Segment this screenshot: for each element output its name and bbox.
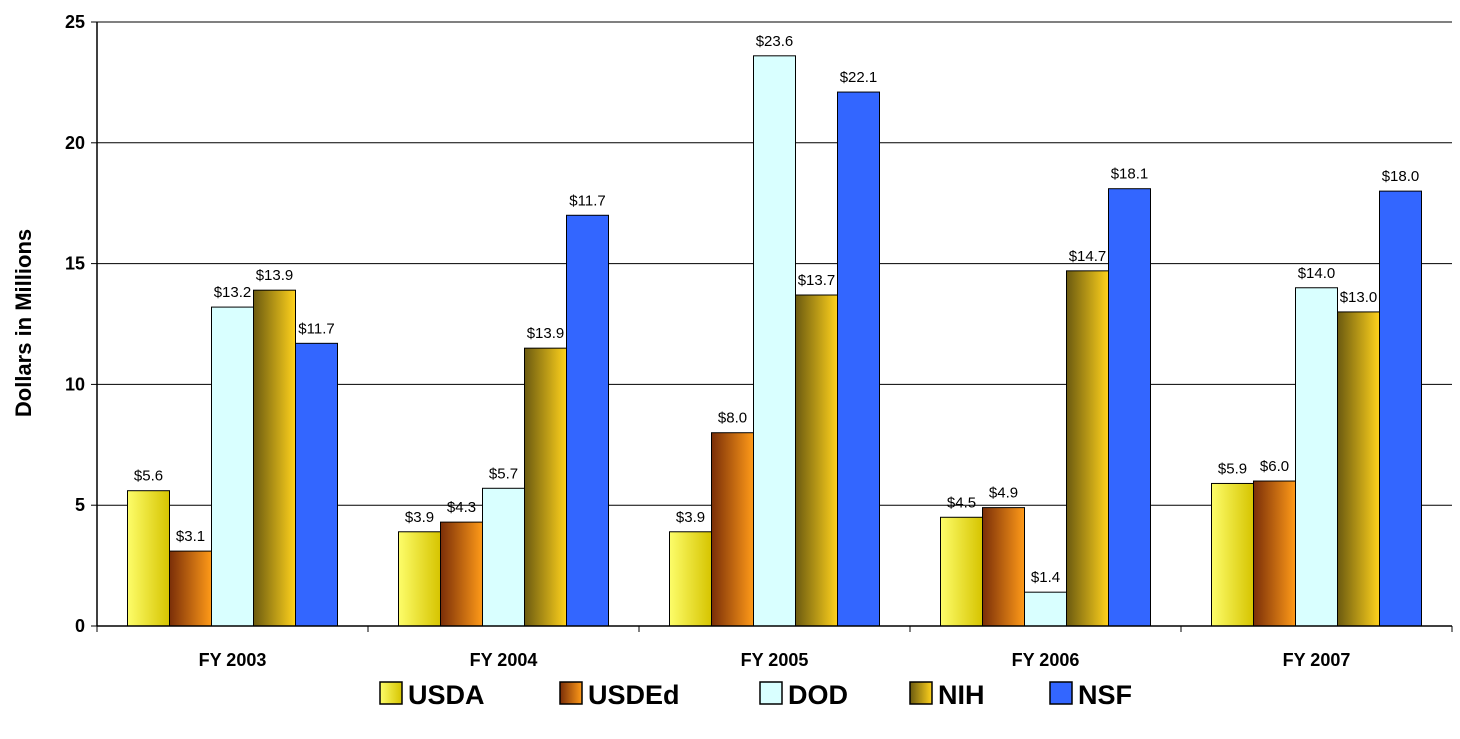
bar-nsf-fy-2006	[1108, 188, 1151, 627]
bar-usded-fy-2005	[711, 432, 754, 627]
legend-label-usda: USDA	[408, 680, 485, 710]
bar-value-label: $13.9	[527, 325, 565, 342]
bar-usda-fy-2004	[398, 531, 441, 627]
bar-nsf-fy-2003	[295, 342, 338, 627]
bar-value-label: $8.0	[718, 410, 747, 427]
legend-swatch-usda	[379, 681, 403, 705]
bars	[127, 55, 1422, 627]
y-tick-label: 0	[75, 616, 85, 636]
bar-value-label: $14.7	[1069, 248, 1107, 265]
bar-value-label: $11.7	[298, 320, 334, 337]
bar-nih-fy-2004	[524, 347, 567, 627]
bar-usded-fy-2004	[440, 521, 483, 627]
bar-nih-fy-2006	[1066, 270, 1109, 627]
legend-swatch-nih	[909, 681, 933, 705]
bar-usded-fy-2003	[169, 550, 212, 627]
bar-value-label: $13.9	[256, 267, 294, 284]
bar-value-label: $3.1	[176, 528, 205, 545]
legend-label-nih: NIH	[938, 680, 985, 710]
y-axis-title: Dollars in Millions	[11, 229, 36, 417]
axes: 0 5 10 15 20 25 FY 2003 FY 2004 FY 2005 FY 2006 FY…	[65, 12, 1453, 670]
bar-nih-fy-2007	[1337, 311, 1380, 627]
bar-value-label: $13.7	[798, 272, 836, 289]
bar-value-label: $13.2	[214, 284, 252, 301]
y-tick-label: 15	[65, 254, 85, 274]
bar-value-label: $14.0	[1298, 265, 1336, 282]
y-tick-label: 25	[65, 12, 85, 32]
x-category-label: FY 2006	[1012, 650, 1080, 670]
legend-label-usded: USDEd	[588, 680, 680, 710]
bar-value-label: $18.1	[1111, 166, 1149, 183]
legend-label-nsf: NSF	[1078, 680, 1132, 710]
legend: USDA USDEd DOD NIH NSF	[379, 680, 1132, 710]
bar-value-label: $3.9	[405, 509, 434, 526]
bar-dod-fy-2006	[1024, 591, 1067, 627]
bar-usded-fy-2007	[1253, 480, 1296, 627]
bar-value-label: $22.1	[840, 69, 878, 86]
x-category-label: FY 2004	[470, 650, 538, 670]
bar-value-label: $6.0	[1260, 458, 1289, 475]
bar-value-label: $11.7	[569, 192, 605, 209]
bar-usda-fy-2007	[1211, 482, 1254, 627]
bar-nsf-fy-2004	[566, 214, 609, 627]
bar-value-label: $18.0	[1382, 168, 1420, 185]
y-tick-label: 5	[75, 495, 85, 515]
bar-usda-fy-2006	[940, 516, 983, 627]
bar-nsf-fy-2007	[1379, 190, 1422, 627]
bar-nih-fy-2005	[795, 294, 838, 627]
bar-usda-fy-2003	[127, 490, 170, 627]
bar-value-label: $3.9	[676, 509, 705, 526]
bar-value-label: $1.4	[1031, 569, 1060, 586]
bar-value-label: $13.0	[1340, 289, 1378, 306]
bar-value-label: $4.5	[947, 494, 976, 511]
bar-dod-fy-2004	[482, 487, 525, 627]
bar-dod-fy-2003	[211, 306, 254, 627]
bar-nsf-fy-2005	[837, 91, 880, 627]
bar-value-label: $23.6	[756, 33, 794, 50]
bar-dod-fy-2007	[1295, 287, 1338, 627]
legend-swatch-dod	[759, 681, 783, 705]
data-labels: $5.6$3.1$13.2$13.9$11.7$3.9$4.3$5.7$13.9…	[134, 33, 1419, 586]
bar-value-label: $4.3	[447, 499, 476, 516]
bar-dod-fy-2005	[753, 55, 796, 627]
bar-value-label: $5.9	[1218, 460, 1247, 477]
bar-nih-fy-2003	[253, 289, 296, 627]
bar-value-label: $5.7	[489, 465, 518, 482]
x-category-label: FY 2003	[199, 650, 267, 670]
x-category-label: FY 2007	[1283, 650, 1351, 670]
y-tick-label: 20	[65, 133, 85, 153]
bar-value-label: $5.6	[134, 468, 163, 485]
bar-usda-fy-2005	[669, 531, 712, 627]
legend-swatch-nsf	[1049, 681, 1073, 705]
legend-label-dod: DOD	[788, 680, 848, 710]
y-tick-label: 10	[65, 374, 85, 394]
bar-usded-fy-2006	[982, 507, 1025, 627]
x-category-label: FY 2005	[741, 650, 809, 670]
legend-swatch-usded	[559, 681, 583, 705]
bar-value-label: $4.9	[989, 485, 1018, 502]
